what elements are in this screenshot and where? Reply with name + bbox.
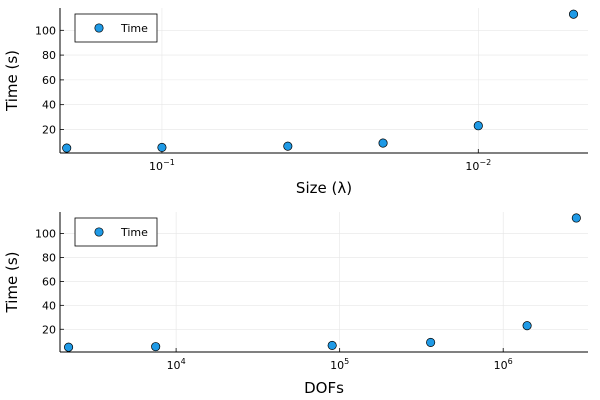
y-axis-title: Time (s)	[3, 252, 21, 314]
data-point	[327, 340, 337, 350]
data-point	[473, 121, 483, 131]
x-tick-base: 10	[167, 359, 181, 372]
legend: Time	[74, 217, 158, 247]
data-point	[151, 342, 161, 352]
x-axis-title: Size (λ)	[296, 179, 352, 197]
legend-box	[74, 217, 158, 247]
legend-marker	[94, 23, 104, 33]
data-point	[157, 142, 167, 152]
y-tick-label: 40	[42, 299, 56, 312]
x-tick-exponent: 5	[344, 357, 349, 366]
y-tick-label: 60	[42, 275, 56, 288]
data-point	[568, 9, 579, 19]
y-tick-label: 20	[42, 323, 56, 336]
legend-box	[74, 13, 158, 43]
x-tick-base: 10	[494, 359, 508, 372]
data-point	[62, 143, 72, 153]
legend-marker	[94, 227, 104, 237]
data-point	[522, 321, 532, 331]
data-point	[283, 141, 293, 151]
data-point	[64, 342, 74, 352]
x-tick-label: 106	[494, 357, 513, 372]
y-tick-label: 100	[35, 228, 56, 241]
y-tick-label: 40	[42, 99, 56, 112]
x-tick-base: 10	[149, 160, 163, 173]
x-tick-exponent: −1	[163, 158, 175, 167]
legend: Time	[74, 13, 158, 43]
x-tick-exponent: −2	[479, 158, 491, 167]
y-tick-label: 100	[35, 24, 56, 37]
x-tick-exponent: 6	[508, 357, 513, 366]
x-tick-exponent: 4	[181, 357, 186, 366]
x-tick-label: 10−2	[465, 158, 491, 173]
data-point	[378, 138, 388, 148]
x-tick-label: 10−1	[149, 158, 175, 173]
y-tick-label: 80	[42, 251, 56, 264]
y-axis-title: Time (s)	[3, 50, 21, 112]
data-point	[571, 213, 581, 223]
x-tick-base: 10	[465, 160, 479, 173]
y-tick-label: 20	[42, 123, 56, 136]
legend-label: Time	[120, 22, 148, 35]
x-tick-label: 104	[167, 357, 186, 372]
y-tick-label: 60	[42, 74, 56, 87]
x-tick-label: 105	[330, 357, 349, 372]
legend-label: Time	[120, 226, 148, 239]
x-axis-title: DOFs	[304, 379, 344, 397]
data-point	[426, 337, 436, 347]
y-tick-label: 80	[42, 49, 56, 62]
x-tick-base: 10	[330, 359, 344, 372]
